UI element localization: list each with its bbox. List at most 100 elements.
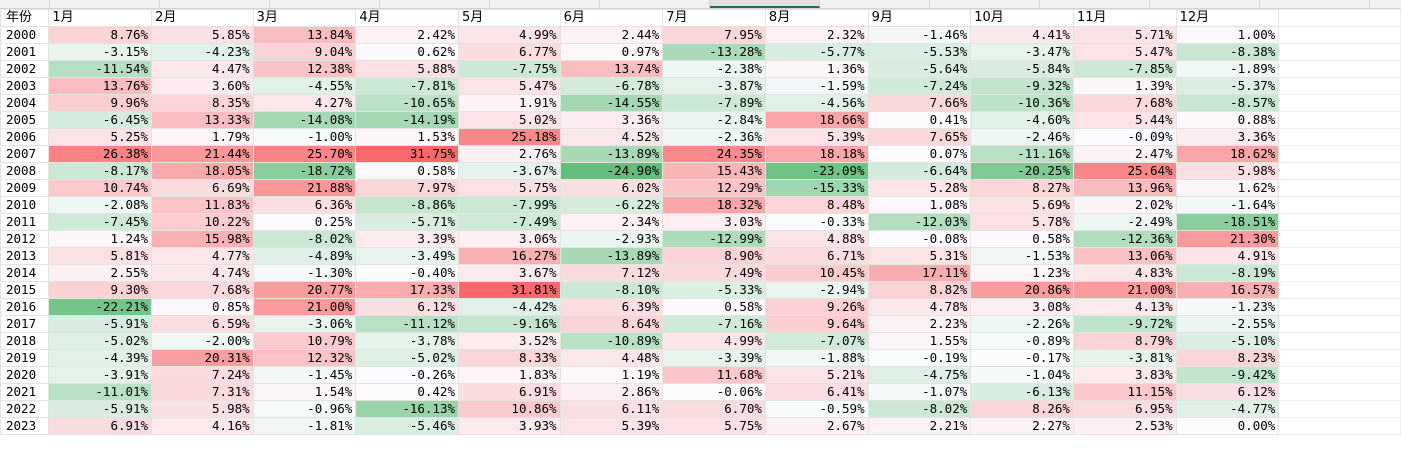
return-cell[interactable]: -5.02% (48, 332, 153, 350)
empty-cell[interactable] (1278, 43, 1401, 61)
return-cell[interactable]: 3.60% (151, 77, 254, 95)
column-header[interactable] (820, 0, 930, 8)
month-header-cell[interactable]: 5月 (458, 9, 561, 27)
return-cell[interactable]: 0.97% (559, 43, 664, 61)
return-cell[interactable]: -6.78% (559, 77, 664, 95)
column-header[interactable] (1040, 0, 1150, 8)
return-cell[interactable]: 4.99% (458, 26, 561, 44)
empty-cell[interactable] (1278, 26, 1401, 44)
return-cell[interactable]: -7.07% (764, 332, 869, 350)
return-cell[interactable]: 11.15% (1072, 383, 1177, 401)
return-cell[interactable]: 5.78% (970, 213, 1074, 231)
return-cell[interactable]: -1.30% (252, 264, 357, 282)
return-cell[interactable]: -3.78% (355, 332, 459, 350)
year-cell[interactable]: 2021 (0, 383, 50, 401)
return-cell[interactable]: -13.89% (559, 247, 664, 265)
return-cell[interactable]: -0.89% (970, 332, 1074, 350)
return-cell[interactable]: 25.70% (252, 145, 357, 163)
return-cell[interactable]: 4.13% (1072, 298, 1177, 316)
return-cell[interactable]: 16.57% (1175, 281, 1280, 299)
return-cell[interactable]: 21.00% (1072, 281, 1177, 299)
return-cell[interactable]: 3.03% (662, 213, 766, 231)
year-cell[interactable]: 2014 (0, 264, 50, 282)
year-cell[interactable]: 2000 (0, 26, 50, 44)
return-cell[interactable]: 3.36% (559, 111, 664, 129)
empty-cell[interactable] (1278, 196, 1401, 214)
return-cell[interactable]: -8.10% (559, 281, 664, 299)
year-cell[interactable]: 2016 (0, 298, 50, 316)
return-cell[interactable]: 6.77% (458, 43, 561, 61)
month-header-cell[interactable]: 2月 (151, 9, 254, 27)
return-cell[interactable]: 13.06% (1072, 247, 1177, 265)
return-cell[interactable]: -12.03% (867, 213, 972, 231)
return-cell[interactable]: 4.16% (151, 417, 254, 435)
return-cell[interactable]: -3.81% (1072, 349, 1177, 367)
return-cell[interactable]: -5.10% (1175, 332, 1280, 350)
return-cell[interactable]: 2.34% (559, 213, 664, 231)
return-cell[interactable]: 3.08% (970, 298, 1074, 316)
return-cell[interactable]: -1.46% (867, 26, 972, 44)
return-cell[interactable]: -5.33% (662, 281, 766, 299)
return-cell[interactable]: 7.31% (151, 383, 254, 401)
return-cell[interactable]: -11.01% (48, 383, 153, 401)
column-header-selected[interactable] (710, 0, 820, 8)
empty-cell[interactable] (1278, 400, 1401, 418)
column-header[interactable] (0, 0, 50, 8)
return-cell[interactable]: 5.88% (355, 60, 459, 78)
return-cell[interactable]: 9.26% (764, 298, 869, 316)
return-cell[interactable]: -3.67% (458, 162, 561, 180)
month-header-cell[interactable]: 10月 (970, 9, 1074, 27)
return-cell[interactable]: 4.27% (252, 94, 357, 112)
return-cell[interactable]: 4.41% (970, 26, 1074, 44)
return-cell[interactable]: 12.29% (662, 179, 766, 197)
empty-cell[interactable] (1278, 111, 1401, 129)
return-cell[interactable]: 8.35% (151, 94, 254, 112)
column-header[interactable] (380, 0, 490, 8)
return-cell[interactable]: -0.06% (662, 383, 766, 401)
return-cell[interactable]: -11.54% (48, 60, 153, 78)
month-header-cell[interactable]: 3月 (252, 9, 357, 27)
return-cell[interactable]: 7.68% (151, 281, 254, 299)
empty-cell[interactable] (1278, 349, 1401, 367)
return-cell[interactable]: -2.49% (1072, 213, 1177, 231)
return-cell[interactable]: -1.00% (252, 128, 357, 146)
return-cell[interactable]: 6.70% (662, 400, 766, 418)
return-cell[interactable]: -9.16% (458, 315, 561, 333)
return-cell[interactable]: 26.38% (48, 145, 153, 163)
return-cell[interactable]: -24.90% (559, 162, 664, 180)
return-cell[interactable]: 5.47% (458, 77, 561, 95)
return-cell[interactable]: -1.89% (1175, 60, 1280, 78)
year-cell[interactable]: 2009 (0, 179, 50, 197)
return-cell[interactable]: -7.45% (48, 213, 153, 231)
return-cell[interactable]: -18.72% (252, 162, 357, 180)
year-cell[interactable]: 2004 (0, 94, 50, 112)
return-cell[interactable]: -1.45% (252, 366, 357, 384)
year-cell[interactable]: 2020 (0, 366, 50, 384)
return-cell[interactable]: 16.27% (458, 247, 561, 265)
return-cell[interactable]: 18.18% (764, 145, 869, 163)
return-cell[interactable]: 12.32% (252, 349, 357, 367)
return-cell[interactable]: -5.37% (1175, 77, 1280, 95)
return-cell[interactable]: 1.36% (764, 60, 869, 78)
return-cell[interactable]: -0.08% (867, 230, 972, 248)
return-cell[interactable]: 0.42% (355, 383, 459, 401)
return-cell[interactable]: -7.49% (458, 213, 561, 231)
return-cell[interactable]: -1.23% (1175, 298, 1280, 316)
column-header[interactable] (160, 0, 270, 8)
return-cell[interactable]: 25.64% (1072, 162, 1177, 180)
empty-cell[interactable] (1278, 94, 1401, 112)
return-cell[interactable]: 21.88% (252, 179, 357, 197)
return-cell[interactable]: 0.62% (355, 43, 459, 61)
return-cell[interactable]: -1.04% (970, 366, 1074, 384)
return-cell[interactable]: 8.23% (1175, 349, 1280, 367)
return-cell[interactable]: 24.35% (662, 145, 766, 163)
return-cell[interactable]: 4.88% (764, 230, 869, 248)
month-header-cell[interactable]: 11月 (1072, 9, 1177, 27)
empty-cell[interactable] (1278, 315, 1401, 333)
return-cell[interactable]: 8.27% (970, 179, 1074, 197)
empty-cell[interactable] (1278, 383, 1401, 401)
return-cell[interactable]: -1.88% (764, 349, 869, 367)
year-cell[interactable]: 2010 (0, 196, 50, 214)
return-cell[interactable]: 1.19% (559, 366, 664, 384)
return-cell[interactable]: 2.21% (867, 417, 972, 435)
